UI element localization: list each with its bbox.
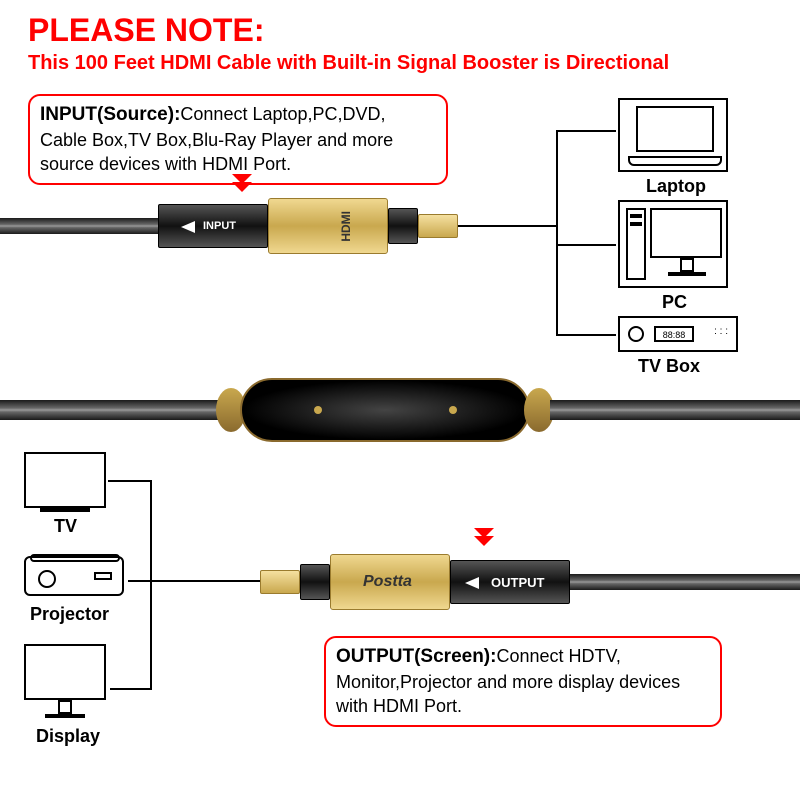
- display-device-icon: [24, 644, 106, 718]
- signal-booster: [240, 378, 530, 442]
- output-conn-line-h: [128, 580, 152, 582]
- pc-device-group: [618, 200, 728, 288]
- pc-monitor-icon: [650, 208, 722, 258]
- input-connector-housing: INPUT: [158, 204, 268, 248]
- output-conn-line-to-cable: [150, 580, 260, 582]
- cable-input-label: INPUT: [203, 220, 236, 232]
- tvbox-dots-icon: : : :: [714, 326, 728, 337]
- input-arrow-icon: [181, 221, 195, 233]
- input-conn-line-laptop: [556, 130, 616, 132]
- output-conn-line-disp: [110, 688, 152, 690]
- output-connector-gold: Postta: [330, 554, 450, 610]
- tv-label: TV: [54, 516, 77, 537]
- output-bold-label: OUTPUT(Screen):: [336, 646, 496, 667]
- diagram-container: PLEASE NOTE: This 100 Feet HDMI Cable wi…: [0, 0, 800, 800]
- tvbox-power-icon: [628, 326, 644, 342]
- output-connector-tip: [260, 570, 300, 594]
- arrow-down-output-icon: [474, 530, 494, 546]
- input-bold-label: INPUT(Source):: [40, 104, 180, 125]
- output-arrow-icon: [465, 577, 479, 589]
- pc-stand-icon: [680, 258, 694, 272]
- laptop-label: Laptop: [646, 176, 706, 197]
- input-conn-line-h: [458, 225, 558, 227]
- pc-label: PC: [662, 292, 687, 313]
- input-connector-neck: [388, 208, 418, 244]
- output-description-box: OUTPUT(Screen):Connect HDTV, Monitor,Pro…: [324, 636, 722, 727]
- display-label: Display: [36, 726, 100, 747]
- tvbox-display-icon: 88:88: [654, 326, 694, 342]
- input-description-box: INPUT(Source):Connect Laptop,PC,DVD, Cab…: [28, 94, 448, 185]
- header-subtitle: This 100 Feet HDMI Cable with Built-in S…: [28, 52, 669, 75]
- input-connector-gold: HDMI: [268, 198, 388, 254]
- brand-text: Postta: [363, 573, 412, 591]
- hdmi-text: HDMI: [339, 211, 353, 242]
- input-conn-line-v: [556, 130, 558, 336]
- booster-wire-right: [550, 400, 800, 420]
- tvbox-label: TV Box: [638, 356, 700, 377]
- pc-tower-icon: [626, 208, 646, 280]
- projector-device-icon: [24, 556, 124, 596]
- booster-wire-left: [0, 400, 220, 420]
- tv-device-icon: [24, 452, 106, 508]
- output-connector-neck: [300, 564, 330, 600]
- tvbox-device-group: 88:88 : : :: [618, 316, 738, 352]
- cable-wire-output: [570, 574, 800, 590]
- pc-base-icon: [668, 272, 706, 276]
- cable-wire-input: [0, 218, 160, 234]
- laptop-device-group: [618, 98, 728, 172]
- output-conn-line-tv: [108, 480, 152, 482]
- projector-label: Projector: [30, 604, 109, 625]
- tv-stand-icon: [40, 508, 90, 512]
- laptop-base-icon: [628, 156, 722, 166]
- input-connector-tip: [418, 214, 458, 238]
- laptop-screen-icon: [636, 106, 714, 152]
- header-title: PLEASE NOTE:: [28, 12, 264, 49]
- input-conn-line-tvbox: [556, 334, 616, 336]
- input-conn-line-pc: [556, 244, 616, 246]
- arrow-down-input-icon: [232, 176, 252, 192]
- cable-output-label: OUTPUT: [491, 575, 544, 590]
- output-connector-housing: OUTPUT: [450, 560, 570, 604]
- output-conn-line-v: [150, 480, 152, 690]
